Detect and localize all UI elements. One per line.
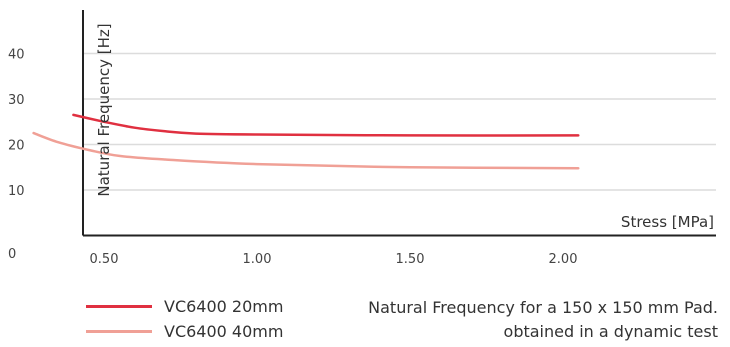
legend-label-series-1: VC6400 20mm — [164, 297, 284, 316]
natural-frequency-chart: 0 10 20 30 40 0.50 1.00 1.50 2.00 Natural Frequ… — [8, 10, 716, 267]
legend: VC6400 20mm VC6400 40mm — [86, 294, 283, 344]
legend-item-series-2: VC6400 40mm — [86, 319, 283, 344]
legend-item-series-1: VC6400 20mm — [86, 294, 283, 319]
y-tick-label-40: 40 — [8, 48, 25, 63]
legend-label-series-2: VC6400 40mm — [164, 322, 284, 341]
x-tick-label-2.00: 2.00 — [549, 252, 578, 267]
x-tick-label-1.00: 1.00 — [243, 252, 272, 267]
grid-lines — [84, 52, 716, 191]
note-line-1: Natural Frequency for a 150 x 150 mm Pad… — [368, 298, 718, 317]
y-tick-label-20: 20 — [8, 139, 25, 154]
series-group — [32, 113, 580, 170]
legend-swatch-series-2 — [86, 330, 152, 333]
y-tick-label-0: 0 — [8, 247, 16, 262]
y-tick-labels: 0 10 20 30 40 — [8, 48, 25, 263]
series-line-1 — [72, 113, 580, 137]
legend-swatch-series-1 — [86, 305, 152, 308]
series-line-2 — [32, 131, 580, 170]
y-tick-label-10: 10 — [8, 184, 25, 199]
x-tick-label-1.50: 1.50 — [396, 252, 425, 267]
x-tick-labels: 0.50 1.00 1.50 2.00 — [90, 252, 578, 267]
x-tick-label-0.50: 0.50 — [90, 252, 119, 267]
x-axis-label: Stress [MPa] — [621, 213, 714, 231]
chart-note: Natural Frequency for a 150 x 150 mm Pad… — [368, 296, 718, 344]
y-axis-label: Natural Frequency [Hz] — [95, 23, 113, 196]
y-tick-label-30: 30 — [8, 93, 25, 108]
note-line-2: obtained in a dynamic test — [503, 322, 718, 341]
